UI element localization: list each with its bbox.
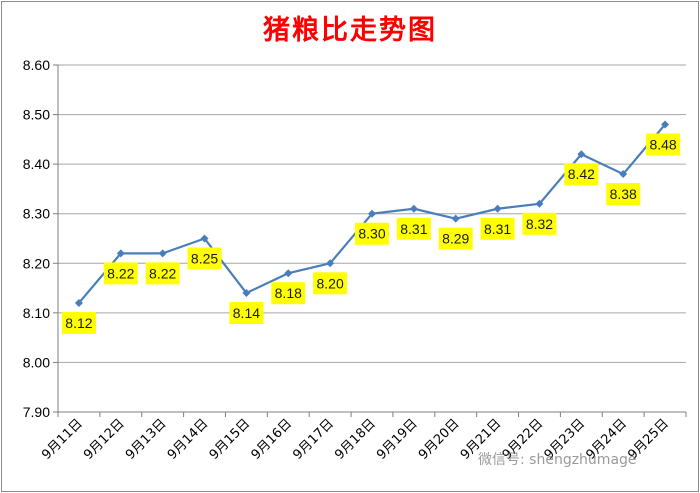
data-label-text: 8.31 (400, 221, 427, 237)
data-label-text: 8.22 (107, 265, 134, 281)
data-label-text: 8.32 (526, 216, 553, 232)
y-tick-label: 8.30 (23, 206, 50, 222)
data-label: 8.48 (646, 133, 681, 156)
data-point (619, 170, 628, 179)
data-label-bg (522, 212, 557, 235)
x-tick-label: 9月11日 (39, 416, 86, 463)
x-tick-label: 9月16日 (249, 416, 296, 463)
data-point (200, 234, 209, 243)
y-tick-label: 7.90 (23, 404, 50, 420)
data-label-text: 8.38 (610, 186, 637, 202)
data-label: 8.22 (103, 262, 138, 285)
data-label-text: 8.29 (442, 231, 469, 247)
data-label-bg (313, 272, 348, 295)
data-label: 8.20 (313, 272, 348, 295)
data-label-text: 8.12 (65, 315, 92, 331)
data-label-bg (145, 262, 180, 285)
data-label-bg (229, 302, 264, 325)
data-label: 8.42 (564, 163, 599, 186)
data-label-bg (396, 217, 431, 240)
data-point (74, 298, 83, 307)
data-label: 8.31 (396, 217, 431, 240)
data-label: 8.32 (522, 212, 557, 235)
data-point (409, 204, 418, 213)
data-label-text: 8.30 (358, 226, 385, 242)
x-tick-label: 9月17日 (290, 416, 337, 463)
data-label-bg (646, 133, 681, 156)
data-point (661, 120, 670, 129)
data-label-text: 8.22 (149, 265, 176, 281)
x-tick-label: 9月13日 (123, 416, 170, 463)
x-tick-label: 9月12日 (81, 416, 128, 463)
data-label: 8.14 (229, 302, 264, 325)
data-label-text: 8.42 (568, 166, 595, 182)
data-point (493, 204, 502, 213)
y-tick-label: 8.20 (23, 255, 50, 271)
y-tick-label: 8.40 (23, 156, 50, 172)
data-label-bg (480, 217, 515, 240)
watermark-text: 微信号: shengzhumage (478, 452, 637, 468)
data-label: 8.12 (61, 311, 96, 334)
x-tick-label: 9月15日 (207, 416, 254, 463)
data-label: 8.25 (187, 247, 222, 270)
data-point (242, 289, 251, 298)
data-label-text: 8.18 (275, 285, 302, 301)
data-point (535, 199, 544, 208)
data-label: 8.18 (271, 282, 306, 305)
data-label-bg (438, 227, 473, 250)
data-label-text: 8.20 (317, 275, 344, 291)
y-tick-label: 8.60 (23, 57, 50, 73)
data-point (368, 209, 376, 218)
x-tick-label: 9月20日 (416, 416, 463, 463)
data-label-bg (61, 311, 96, 334)
data-point (116, 249, 125, 258)
data-label: 8.38 (606, 183, 641, 206)
data-point (158, 249, 167, 258)
y-tick-label: 8.10 (23, 305, 50, 321)
data-label-bg (355, 222, 389, 245)
y-tick-label: 8.00 (23, 354, 50, 370)
data-label: 8.29 (438, 227, 473, 250)
data-label-bg (606, 183, 641, 206)
data-label-text: 8.31 (484, 221, 511, 237)
data-label-bg (187, 247, 222, 270)
data-point (577, 150, 586, 159)
data-label-text: 8.25 (191, 251, 218, 267)
data-label-bg (271, 282, 306, 305)
y-tick-label: 8.50 (23, 107, 50, 123)
data-point (326, 259, 335, 268)
data-point (451, 214, 460, 223)
data-label-bg (564, 163, 599, 186)
x-tick-label: 9月19日 (374, 416, 421, 463)
data-label-bg (103, 262, 138, 285)
data-point (284, 269, 293, 278)
data-label: 8.22 (145, 262, 180, 285)
chart-title: 猪粮比走势图 (263, 15, 437, 46)
x-tick-label: 9月18日 (332, 416, 379, 463)
data-label-text: 8.14 (233, 305, 260, 321)
data-label: 8.31 (480, 217, 515, 240)
data-label-text: 8.48 (649, 136, 676, 152)
x-tick-label: 9月14日 (165, 416, 212, 463)
data-label: 8.30 (355, 222, 389, 245)
